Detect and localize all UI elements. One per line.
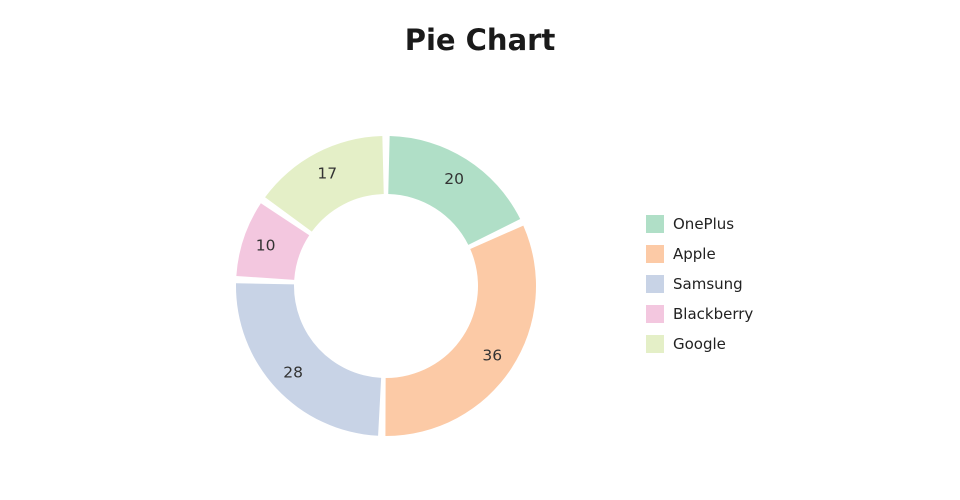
slice-value-label-oneplus: 20 — [444, 170, 464, 188]
legend-swatch-blackberry — [646, 305, 664, 323]
legend: OnePlus Apple Samsung Blackberry Google — [646, 215, 753, 353]
legend-item-apple[interactable]: Apple — [646, 245, 753, 263]
legend-label-blackberry: Blackberry — [673, 305, 754, 323]
legend-swatch-apple — [646, 245, 664, 263]
legend-item-blackberry[interactable]: Blackberry — [646, 305, 753, 323]
slice-value-label-google: 17 — [317, 164, 337, 182]
slice-value-label-blackberry: 10 — [256, 236, 276, 254]
legend-label-google: Google — [673, 335, 726, 353]
pie-slice-samsung[interactable] — [235, 283, 382, 436]
pie-slice-oneplus[interactable] — [388, 136, 521, 245]
legend-swatch-google — [646, 335, 664, 353]
legend-item-oneplus[interactable]: OnePlus — [646, 215, 753, 233]
pie-slice-apple[interactable] — [385, 225, 536, 437]
legend-swatch-samsung — [646, 275, 664, 293]
slice-value-label-samsung: 28 — [283, 364, 303, 382]
legend-swatch-oneplus — [646, 215, 664, 233]
chart-title: Pie Chart — [404, 23, 556, 57]
legend-label-apple: Apple — [673, 245, 716, 263]
legend-label-samsung: Samsung — [673, 275, 743, 293]
legend-item-samsung[interactable]: Samsung — [646, 275, 753, 293]
pie-slice-google[interactable] — [265, 136, 384, 232]
legend-label-oneplus: OnePlus — [673, 215, 735, 233]
legend-item-google[interactable]: Google — [646, 335, 753, 353]
pie-slice-blackberry[interactable] — [236, 203, 310, 280]
slice-value-label-apple: 36 — [482, 347, 502, 365]
